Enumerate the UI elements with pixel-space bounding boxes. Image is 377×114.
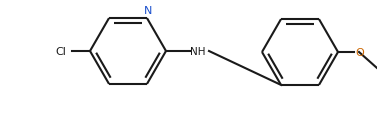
Text: Cl: Cl <box>55 47 66 57</box>
Text: NH: NH <box>190 47 206 57</box>
Text: N: N <box>144 6 152 16</box>
Text: O: O <box>355 48 364 57</box>
